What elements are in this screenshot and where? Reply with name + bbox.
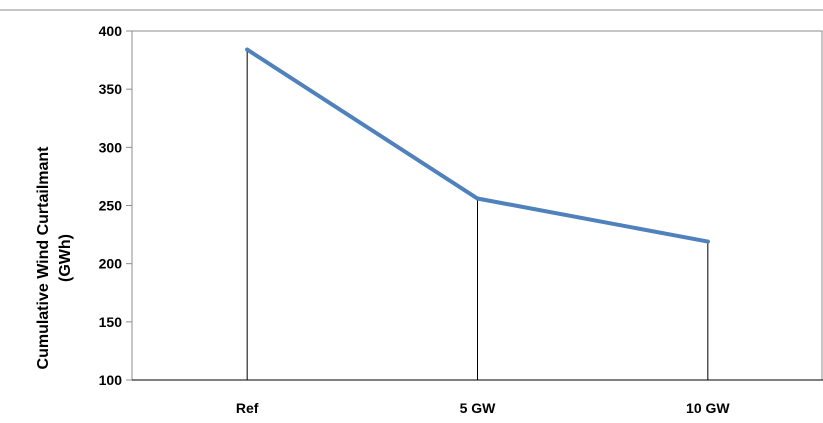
data-point — [475, 196, 480, 201]
y-tick-label: 300 — [99, 139, 123, 155]
y-tick-label: 350 — [99, 81, 123, 97]
y-tick-label: 250 — [99, 198, 123, 214]
y-axis-title: Cumulative Wind Curtailmant (GWh) — [35, 146, 74, 370]
x-tick-label: Ref — [236, 400, 259, 416]
data-points — [245, 47, 710, 244]
data-point — [705, 239, 710, 244]
y-tick-label: 200 — [99, 256, 123, 272]
y-tick-label: 400 — [99, 23, 123, 39]
y-axis-title-line-2: (GWh) — [57, 234, 74, 282]
y-tick-label: 150 — [99, 314, 123, 330]
y-axis-ticks: 100 150 200 250 300 350 400 — [99, 23, 133, 388]
x-tick-label: 10 GW — [686, 400, 730, 416]
data-point — [245, 47, 250, 52]
x-axis-ticks: Ref 5 GW 10 GW — [132, 379, 823, 416]
x-tick-label: 5 GW — [460, 400, 497, 416]
drop-lines — [246, 49, 709, 380]
y-tick-label: 100 — [99, 372, 123, 388]
y-axis-title-line-1: Cumulative Wind Curtailmant — [35, 146, 52, 370]
